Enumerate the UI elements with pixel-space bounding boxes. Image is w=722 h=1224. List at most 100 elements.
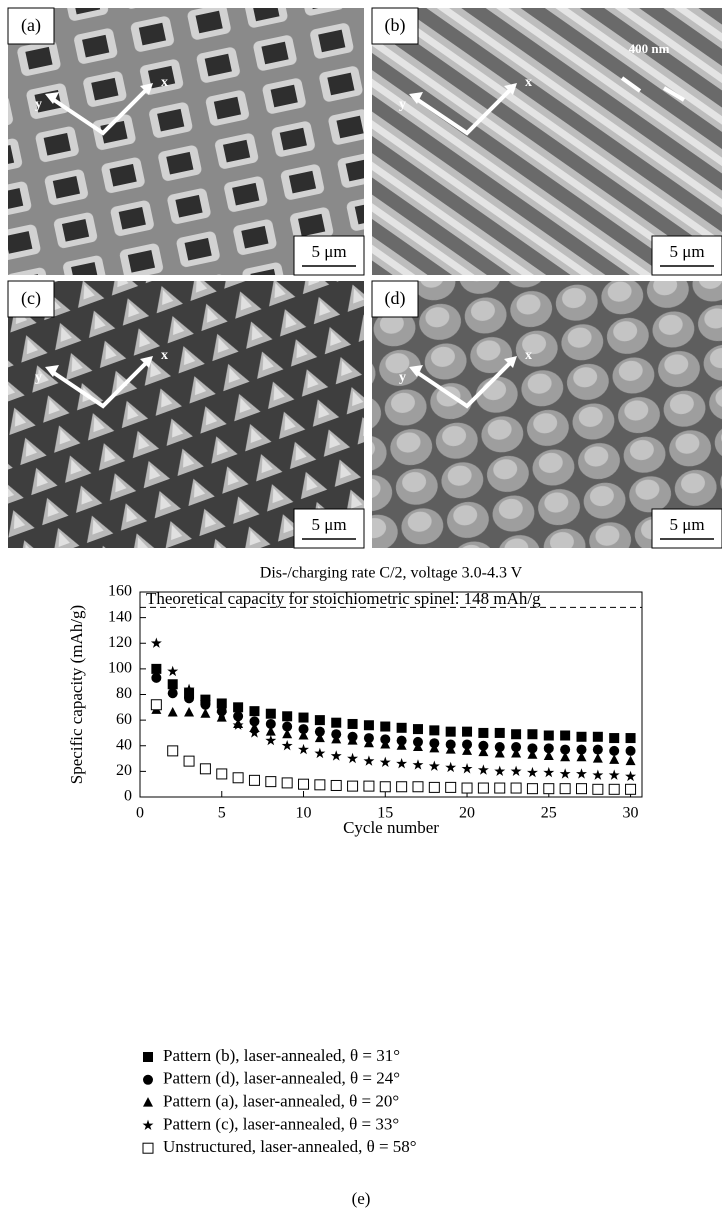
marker-open-square	[609, 784, 619, 794]
marker-square	[495, 728, 505, 738]
marker-open-square	[511, 783, 521, 793]
width-annotation: 400 nm	[629, 41, 670, 56]
marker-open-square	[593, 784, 603, 794]
marker-open-square	[544, 784, 554, 794]
marker-star	[511, 766, 522, 776]
marker-open-square	[429, 782, 439, 792]
marker-open-square	[184, 756, 194, 766]
marker-square	[527, 729, 537, 739]
marker-open-square	[446, 782, 456, 792]
sem-image	[372, 281, 722, 548]
marker-open-square	[478, 783, 488, 793]
axis-label-y: y	[35, 97, 42, 112]
marker-star	[380, 757, 391, 767]
marker-circle	[626, 746, 636, 756]
marker-triangle	[184, 707, 194, 717]
marker-star	[363, 755, 374, 765]
marker-star	[347, 753, 358, 763]
marker-square	[397, 723, 407, 733]
marker-square	[609, 733, 619, 743]
y-tick-label: 160	[108, 583, 132, 600]
x-tick-label: 30	[623, 805, 639, 822]
axis-label-x: x	[525, 75, 532, 90]
axis-label-x: x	[161, 348, 168, 363]
marker-square	[168, 679, 178, 689]
panel-label: (d)	[385, 288, 406, 309]
marker-star	[298, 744, 309, 754]
marker-open-square	[364, 781, 374, 791]
figure-caption: (e)	[352, 1189, 371, 1208]
marker-star	[543, 767, 554, 777]
marker-square	[446, 727, 456, 737]
scale-bar-label: 5 μm	[311, 242, 346, 261]
marker-star	[413, 759, 424, 769]
marker-star	[592, 769, 603, 779]
panel-label: (c)	[21, 288, 41, 309]
marker-triangle	[626, 756, 636, 766]
marker-star	[249, 727, 260, 737]
x-axis-label: Cycle number	[343, 818, 439, 837]
y-tick-label: 0	[124, 788, 132, 805]
marker-open-square	[168, 746, 178, 756]
marker-square	[331, 718, 341, 728]
marker-square	[348, 719, 358, 729]
x-tick-label: 0	[136, 805, 144, 822]
y-tick-label: 40	[116, 736, 132, 753]
marker-star	[331, 750, 342, 760]
marker-circle	[168, 688, 178, 698]
x-tick-label: 5	[218, 805, 226, 822]
y-tick-label: 120	[108, 634, 132, 651]
panel-label: (a)	[21, 15, 41, 36]
marker-circle	[184, 693, 194, 703]
marker-star	[478, 764, 489, 774]
marker-star	[494, 766, 505, 776]
plot-frame	[140, 592, 642, 797]
marker-circle	[151, 673, 161, 683]
marker-star	[625, 771, 636, 781]
sem-image	[8, 8, 364, 275]
axis-label-y: y	[399, 370, 406, 385]
panel-label: (b)	[385, 15, 406, 36]
legend-label: Pattern (b), laser-annealed, θ = 31°	[163, 1046, 400, 1065]
marker-triangle	[593, 753, 603, 763]
marker-square	[544, 731, 554, 741]
marker-square	[429, 725, 439, 735]
marker-square	[143, 1052, 153, 1062]
marker-open-square	[495, 783, 505, 793]
axis-label-y: y	[399, 97, 406, 112]
marker-square	[299, 713, 309, 723]
sem-image	[372, 8, 722, 275]
marker-star	[396, 758, 407, 768]
marker-open-square	[560, 784, 570, 794]
marker-open-square	[151, 700, 161, 710]
marker-triangle	[282, 729, 292, 739]
marker-triangle	[576, 752, 586, 762]
marker-open-square	[348, 781, 358, 791]
marker-open-square	[576, 784, 586, 794]
marker-star	[609, 769, 620, 779]
legend-label: Unstructured, laser-annealed, θ = 58°	[163, 1137, 417, 1156]
marker-square	[364, 720, 374, 730]
axis-label-y: y	[35, 370, 42, 385]
y-tick-label: 60	[116, 711, 132, 728]
marker-open-square	[626, 784, 636, 794]
marker-star	[445, 762, 456, 772]
marker-square	[593, 732, 603, 742]
marker-square	[560, 731, 570, 741]
marker-square	[249, 706, 259, 716]
marker-open-square	[462, 783, 472, 793]
marker-triangle	[200, 708, 210, 718]
marker-star	[265, 735, 276, 745]
marker-star	[462, 763, 473, 773]
marker-triangle	[266, 726, 276, 736]
marker-open-square	[527, 784, 537, 794]
marker-square	[626, 733, 636, 743]
figure: (a)5 μmxy(b)5 μmxy400 nm(c)5 μmxy(d)5 μm…	[0, 0, 722, 1219]
legend-label: Pattern (c), laser-annealed, θ = 33°	[163, 1114, 399, 1133]
marker-star	[143, 1120, 154, 1130]
marker-triangle	[609, 754, 619, 764]
y-tick-label: 100	[108, 660, 132, 677]
marker-star	[167, 666, 178, 676]
scale-bar-label: 5 μm	[669, 515, 704, 534]
scale-bar-label: 5 μm	[311, 515, 346, 534]
